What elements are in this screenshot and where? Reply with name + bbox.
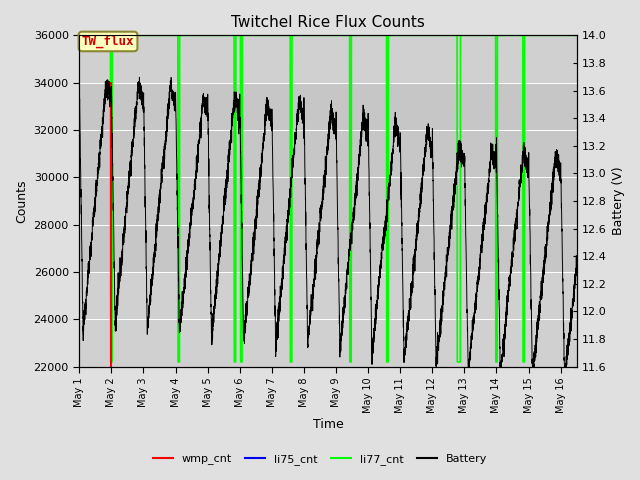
Y-axis label: Counts: Counts xyxy=(15,179,28,223)
Text: TW_flux: TW_flux xyxy=(82,35,134,48)
Bar xyxy=(79,83,577,272)
Legend: wmp_cnt, li75_cnt, li77_cnt, Battery: wmp_cnt, li75_cnt, li77_cnt, Battery xyxy=(148,450,492,469)
Title: Twitchel Rice Flux Counts: Twitchel Rice Flux Counts xyxy=(231,15,425,30)
Y-axis label: Battery (V): Battery (V) xyxy=(612,167,625,235)
X-axis label: Time: Time xyxy=(312,419,343,432)
